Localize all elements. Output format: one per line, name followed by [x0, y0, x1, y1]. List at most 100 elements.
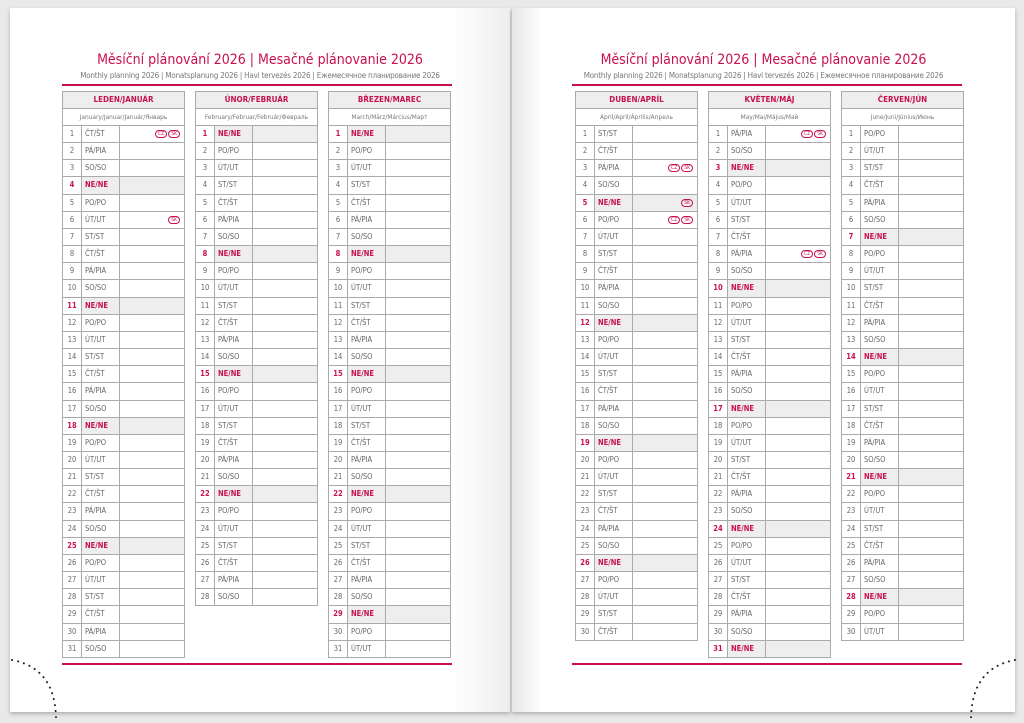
notes-cell[interactable] — [766, 212, 830, 228]
notes-cell[interactable] — [766, 177, 830, 193]
notes-cell[interactable] — [386, 469, 450, 485]
notes-cell[interactable] — [633, 401, 697, 417]
notes-cell[interactable] — [766, 160, 830, 177]
notes-cell[interactable] — [253, 383, 317, 399]
notes-cell[interactable] — [120, 469, 184, 485]
notes-cell[interactable] — [633, 229, 697, 245]
notes-cell[interactable] — [899, 469, 963, 486]
notes-cell[interactable] — [386, 383, 450, 399]
notes-cell[interactable] — [766, 195, 830, 211]
notes-cell[interactable]: CZ SK — [633, 212, 697, 228]
notes-cell[interactable] — [899, 280, 963, 296]
notes-cell[interactable] — [899, 263, 963, 279]
notes-cell[interactable] — [386, 624, 450, 640]
notes-cell[interactable] — [120, 195, 184, 211]
notes-cell[interactable] — [766, 624, 830, 640]
notes-cell[interactable] — [633, 486, 697, 502]
notes-cell[interactable] — [766, 589, 830, 605]
notes-cell[interactable] — [766, 606, 830, 622]
notes-cell[interactable] — [766, 469, 830, 485]
notes-cell[interactable] — [766, 400, 830, 417]
notes-cell[interactable] — [766, 503, 830, 519]
notes-cell[interactable] — [386, 606, 450, 623]
notes-cell[interactable] — [633, 624, 697, 640]
notes-cell[interactable] — [120, 606, 184, 622]
notes-cell[interactable] — [766, 520, 830, 537]
notes-cell[interactable] — [386, 280, 450, 296]
notes-cell[interactable] — [899, 228, 963, 246]
notes-cell[interactable] — [766, 263, 830, 279]
notes-cell[interactable] — [253, 503, 317, 519]
notes-cell[interactable] — [766, 383, 830, 399]
notes-cell[interactable] — [899, 143, 963, 159]
notes-cell[interactable] — [253, 126, 317, 143]
notes-cell[interactable]: CZ SK — [120, 126, 184, 142]
notes-cell[interactable] — [120, 435, 184, 451]
notes-cell[interactable] — [120, 624, 184, 640]
notes-cell[interactable] — [899, 383, 963, 399]
notes-cell[interactable] — [766, 143, 830, 159]
notes-cell[interactable] — [766, 349, 830, 365]
notes-cell[interactable] — [766, 486, 830, 502]
notes-cell[interactable] — [120, 572, 184, 588]
notes-cell[interactable] — [386, 143, 450, 159]
notes-cell[interactable] — [633, 126, 697, 142]
notes-cell[interactable] — [120, 452, 184, 468]
notes-cell[interactable] — [120, 246, 184, 262]
notes-cell[interactable] — [253, 160, 317, 176]
notes-cell[interactable] — [386, 641, 450, 657]
notes-cell[interactable] — [253, 469, 317, 485]
notes-cell[interactable] — [386, 572, 450, 588]
notes-cell[interactable] — [253, 263, 317, 279]
notes-cell[interactable] — [253, 521, 317, 537]
notes-cell[interactable] — [899, 298, 963, 314]
notes-cell[interactable] — [766, 315, 830, 331]
notes-cell[interactable] — [899, 195, 963, 211]
notes-cell[interactable] — [253, 555, 317, 571]
notes-cell[interactable] — [120, 521, 184, 537]
notes-cell[interactable] — [766, 640, 830, 657]
notes-cell[interactable] — [253, 280, 317, 296]
notes-cell[interactable] — [899, 315, 963, 331]
notes-cell[interactable] — [253, 589, 317, 605]
notes-cell[interactable] — [386, 126, 450, 143]
notes-cell[interactable] — [633, 314, 697, 331]
notes-cell[interactable] — [899, 177, 963, 193]
notes-cell[interactable] — [120, 280, 184, 296]
notes-cell[interactable] — [120, 315, 184, 331]
notes-cell[interactable] — [253, 435, 317, 451]
notes-cell[interactable] — [899, 521, 963, 537]
notes-cell[interactable] — [386, 452, 450, 468]
notes-cell[interactable] — [766, 435, 830, 451]
notes-cell[interactable] — [766, 538, 830, 554]
notes-cell[interactable] — [766, 332, 830, 348]
notes-cell[interactable] — [120, 263, 184, 279]
notes-cell[interactable] — [766, 298, 830, 314]
notes-cell[interactable] — [899, 212, 963, 228]
notes-cell[interactable] — [899, 572, 963, 588]
notes-cell[interactable] — [766, 366, 830, 382]
notes-cell[interactable] — [253, 572, 317, 588]
notes-cell[interactable] — [120, 537, 184, 554]
notes-cell[interactable] — [633, 503, 697, 519]
notes-cell[interactable] — [120, 383, 184, 399]
notes-cell[interactable] — [386, 555, 450, 571]
notes-cell[interactable] — [633, 606, 697, 622]
notes-cell[interactable] — [120, 503, 184, 519]
notes-cell[interactable] — [253, 366, 317, 383]
notes-cell[interactable] — [899, 246, 963, 262]
notes-cell[interactable] — [120, 589, 184, 605]
notes-cell[interactable] — [253, 298, 317, 314]
notes-cell[interactable] — [899, 503, 963, 519]
notes-cell[interactable] — [899, 606, 963, 622]
notes-cell[interactable] — [899, 486, 963, 502]
notes-cell[interactable] — [633, 452, 697, 468]
notes-cell[interactable] — [386, 177, 450, 193]
notes-cell[interactable] — [766, 418, 830, 434]
notes-cell[interactable] — [253, 538, 317, 554]
notes-cell[interactable] — [386, 195, 450, 211]
notes-cell[interactable] — [253, 195, 317, 211]
notes-cell[interactable] — [386, 298, 450, 314]
notes-cell[interactable] — [120, 160, 184, 176]
notes-cell[interactable] — [899, 418, 963, 434]
